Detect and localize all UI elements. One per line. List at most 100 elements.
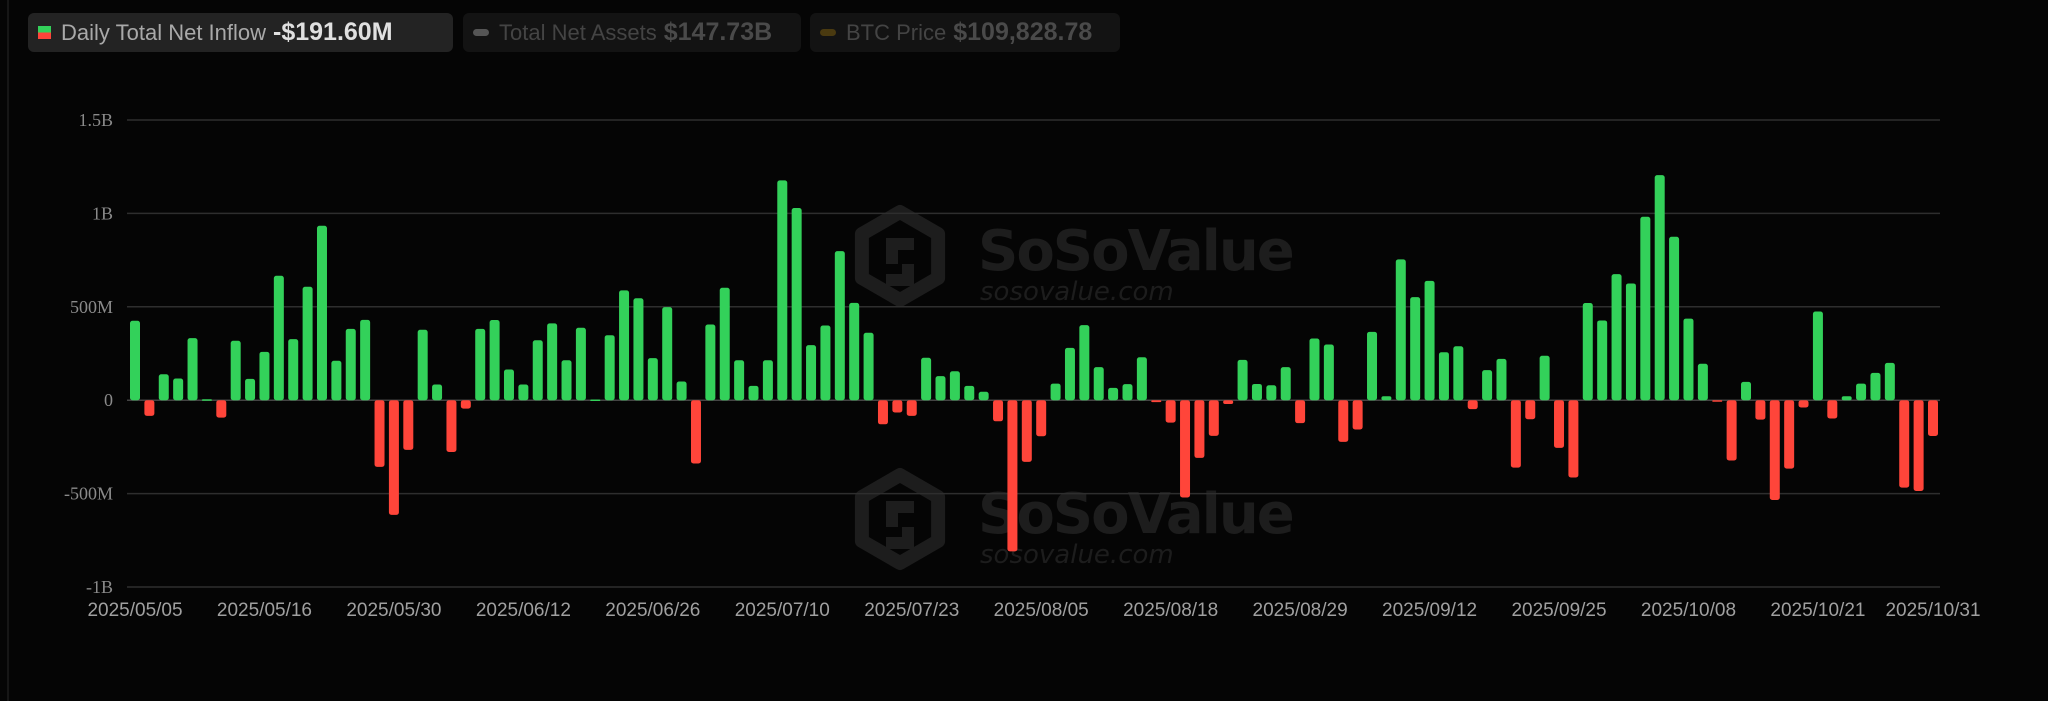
watermark-brand: SoSoValue <box>978 219 1293 284</box>
bar-2025/10/03 <box>1640 216 1651 401</box>
x-tick-label: 2025/05/05 <box>87 600 182 621</box>
bar-2025/08/21 <box>1208 400 1219 436</box>
x-tick-label: 2025/07/10 <box>735 600 830 621</box>
bar-2025/05/12 <box>201 399 212 401</box>
bar-2025/05/21 <box>302 286 313 401</box>
bar-2025/07/23 <box>906 400 917 416</box>
bar-2025/06/24 <box>619 290 630 401</box>
bar-2025/07/31 <box>993 400 1004 422</box>
bar-2025/10/01 <box>1611 274 1622 401</box>
bar-2025/10/24 <box>1856 383 1867 401</box>
legend-btc-price[interactable]: BTC Price $109,828.78 <box>810 13 1120 52</box>
bar-2025/08/11 <box>1093 367 1104 401</box>
bar-2025/09/09 <box>1381 396 1392 401</box>
bar-2025/10/23 <box>1841 396 1852 401</box>
sosovalue-logo-icon <box>886 238 914 286</box>
bar-2025/09/05 <box>1352 400 1363 430</box>
bar-2025/07/09 <box>762 360 773 401</box>
bar-2025/09/16 <box>1453 346 1464 401</box>
bar-2025/06/18 <box>575 327 586 401</box>
bar-2025/08/28 <box>1280 367 1291 401</box>
bar-2025/09/02 <box>1309 338 1320 401</box>
legend-value: $147.73B <box>663 18 773 46</box>
bar-2025/08/19 <box>1180 400 1191 498</box>
bar-2025/08/27 <box>1266 385 1277 401</box>
x-tick-label: 2025/08/29 <box>1253 600 1348 621</box>
bar-2025/10/17 <box>1784 400 1795 469</box>
bar-2025/05/30 <box>388 400 399 515</box>
x-tick-label: 2025/06/12 <box>476 600 571 621</box>
bar-2025/06/09 <box>475 328 486 401</box>
bar-2025/09/18 <box>1482 370 1493 401</box>
bar-2025/07/03 <box>719 287 730 401</box>
line-swatch-icon <box>820 29 836 36</box>
x-tick-label: 2025/05/30 <box>346 600 441 621</box>
bar-2025/09/25 <box>1554 400 1565 448</box>
y-tick-label: -1B <box>86 577 113 597</box>
x-tick-label: 2025/10/31 <box>1885 600 1980 621</box>
bar-2025/07/28 <box>949 371 960 401</box>
bar-2025/06/04 <box>432 384 443 401</box>
bar-2025/06/16 <box>547 323 558 401</box>
bar-2025/09/08 <box>1367 331 1378 401</box>
bar-2025/10/10 <box>1712 400 1723 402</box>
bar-2025/05/05 <box>130 320 140 401</box>
bar-2025/07/25 <box>935 376 946 401</box>
y-tick-label: 1B <box>92 203 113 223</box>
bar-2025/10/09 <box>1697 363 1708 401</box>
bar-2025/05/09 <box>187 338 198 401</box>
bar-2025/10/27 <box>1870 372 1881 401</box>
bar-2025/07/10 <box>777 180 788 401</box>
bar-2025/05/16 <box>259 351 270 401</box>
bar-2025/07/02 <box>705 324 716 401</box>
y-tick-label: 1.5B <box>78 110 113 130</box>
watermark-brand: SoSoValue <box>978 482 1293 547</box>
legend-daily-net-inflow[interactable]: Daily Total Net Inflow -$191.60M <box>28 13 453 52</box>
x-tick-label: 2025/09/25 <box>1511 600 1606 621</box>
legend-value: $109,828.78 <box>953 18 1093 46</box>
bar-2025/06/03 <box>417 329 428 401</box>
bar-2025/08/13 <box>1122 384 1133 401</box>
x-tick-label: 2025/10/21 <box>1770 600 1865 621</box>
bar-2025/05/20 <box>288 339 299 401</box>
sosovalue-logo-icon <box>854 468 946 570</box>
bar-2025/09/12 <box>1424 280 1435 401</box>
bar-2025/10/20 <box>1798 400 1809 408</box>
bar-2025/10/29 <box>1899 400 1910 488</box>
bar-2025/08/05 <box>1036 400 1047 437</box>
bar-2025/06/06 <box>460 400 471 409</box>
bar-2025/09/04 <box>1338 400 1349 442</box>
inflow-swatch-icon <box>38 26 51 39</box>
x-tick-label: 2025/10/08 <box>1641 600 1736 621</box>
bar-2025/09/30 <box>1597 320 1608 401</box>
bar-2025/06/02 <box>403 400 414 450</box>
y-tick-label: 500M <box>70 297 113 317</box>
bar-2025/06/05 <box>446 400 457 452</box>
bar-2025/06/10 <box>489 320 500 401</box>
bar-2025/09/24 <box>1539 355 1550 401</box>
bar-2025/06/27 <box>662 307 673 401</box>
bar-2025/05/06 <box>144 400 155 416</box>
legend-label: Daily Total Net Inflow <box>61 19 267 45</box>
bar-2025/06/17 <box>561 360 572 401</box>
bar-2025/09/23 <box>1525 400 1536 420</box>
legend-value: -$191.60M <box>273 18 393 46</box>
sosovalue-logo-icon <box>854 205 946 307</box>
bar-2025/06/25 <box>633 298 644 401</box>
bar-2025/08/07 <box>1064 347 1075 401</box>
legend-label: Total Net Assets <box>499 19 657 45</box>
bar-2025/07/16 <box>834 251 845 401</box>
bar-2025/05/29 <box>374 400 385 467</box>
watermarks: SoSoValuesosovalue.comSoSoValuesosovalue… <box>854 205 1295 570</box>
bar-2025/06/20 <box>590 399 601 401</box>
bar-2025/08/20 <box>1194 400 1205 458</box>
bar-2025/10/31 <box>1928 400 1938 436</box>
legend-total-net-assets[interactable]: Total Net Assets $147.73B <box>463 13 801 52</box>
bar-2025/06/13 <box>532 340 543 401</box>
bar-2025/07/22 <box>892 400 903 413</box>
bar-2025/10/14 <box>1741 381 1752 401</box>
bar-2025/09/11 <box>1410 297 1421 401</box>
y-tick-label: 0 <box>104 390 113 410</box>
bar-2025/10/30 <box>1913 400 1924 491</box>
